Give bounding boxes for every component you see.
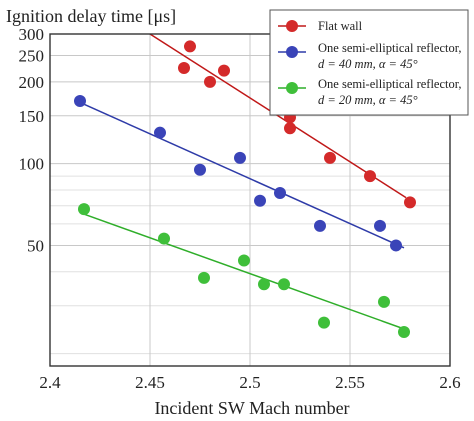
data-point-series-1: [194, 163, 206, 176]
data-point-series-0: [218, 64, 230, 77]
data-point-series-2: [158, 232, 170, 245]
legend-item-flat-wall: Flat wall: [278, 19, 363, 33]
data-point-series-0: [204, 75, 216, 88]
x-tick-label: 2.45: [135, 373, 165, 392]
data-point-series-2: [278, 278, 290, 291]
data-point-series-0: [178, 61, 190, 74]
y-tick-label: 150: [19, 107, 45, 126]
legend-label: One semi-elliptical reflector,: [318, 41, 462, 55]
data-point-series-1: [390, 239, 402, 252]
legend-label-line2: d = 20 mm, α = 45°: [318, 93, 418, 107]
legend-marker: [286, 46, 298, 58]
data-point-series-0: [184, 40, 196, 53]
legend: Flat wall One semi-elliptical reflector,…: [269, 9, 469, 116]
data-point-series-2: [318, 316, 330, 329]
data-point-series-1: [274, 186, 286, 199]
x-axis-title: Incident SW Mach number: [154, 398, 349, 418]
x-tick-label: 2.6: [439, 373, 460, 392]
data-point-series-1: [234, 151, 246, 164]
data-point-series-2: [238, 254, 250, 267]
y-axis-title: Ignition delay time [μs]: [6, 6, 176, 26]
y-tick-label: 300: [19, 25, 45, 44]
data-point-series-1: [254, 194, 266, 207]
data-point-series-1: [154, 126, 166, 139]
legend-marker: [286, 20, 298, 32]
data-point-series-0: [404, 196, 416, 209]
data-point-series-2: [378, 295, 390, 308]
data-point-series-2: [78, 203, 90, 216]
tick-labels: 2.4 2.45 2.5 2.55 2.6 50 100 150 200 250 300: [19, 25, 461, 392]
fit-lines: [79, 33, 407, 331]
y-tick-label: 250: [19, 47, 45, 66]
data-point-series-2: [198, 271, 210, 284]
y-tick-label: 50: [27, 236, 44, 255]
x-tick-label: 2.55: [335, 373, 365, 392]
data-point-series-1: [374, 219, 386, 232]
plot-frame: [49, 33, 451, 367]
data-point-series-1: [314, 219, 326, 232]
data-point-series-0: [364, 170, 376, 183]
y-tick-label: 100: [19, 155, 45, 174]
legend-label: Flat wall: [318, 19, 363, 33]
data-points: [74, 40, 416, 339]
fit-line-series-2: [79, 211, 407, 331]
x-tick-label: 2.5: [239, 373, 260, 392]
legend-item-d40: One semi-elliptical reflector, d = 40 mm…: [278, 41, 462, 71]
fit-line-series-0: [149, 33, 407, 199]
data-point-series-2: [398, 326, 410, 339]
legend-label-line2: d = 40 mm, α = 45°: [318, 57, 418, 71]
data-point-series-1: [74, 95, 86, 108]
x-tick-label: 2.4: [39, 373, 61, 392]
legend-item-d20: One semi-elliptical reflector, d = 20 mm…: [278, 77, 462, 107]
fit-line-series-1: [79, 101, 405, 249]
legend-box: [269, 9, 469, 116]
data-point-series-0: [324, 151, 336, 164]
legend-label: One semi-elliptical reflector,: [318, 77, 462, 91]
y-tick-label: 200: [19, 73, 45, 92]
data-point-series-2: [258, 278, 270, 291]
legend-marker: [286, 82, 298, 94]
data-point-series-0: [284, 122, 296, 135]
